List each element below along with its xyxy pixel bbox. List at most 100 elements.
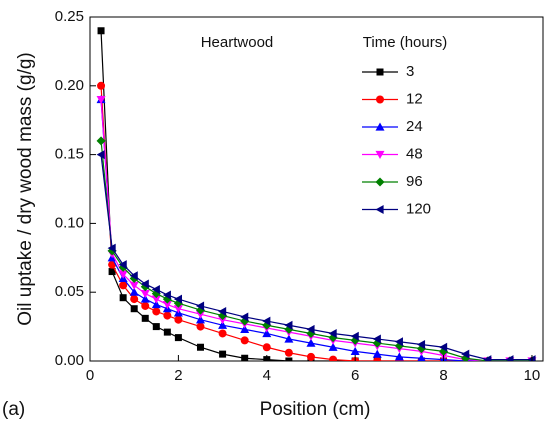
marker: [96, 150, 105, 160]
marker: [394, 337, 403, 347]
legend-title: Time (hours): [363, 34, 447, 51]
marker: [108, 268, 116, 276]
legend-label: 96: [406, 173, 423, 190]
legend-marker: [376, 68, 384, 76]
marker: [140, 294, 150, 303]
y-axis-label: Oil uptake / dry wood mass (g/g): [15, 52, 36, 326]
marker: [329, 355, 338, 361]
marker: [284, 334, 294, 343]
marker: [195, 301, 205, 311]
y-tick-label: 0.15: [55, 146, 84, 163]
marker: [461, 349, 470, 359]
marker: [241, 354, 249, 361]
marker: [96, 136, 106, 146]
marker: [129, 287, 139, 296]
marker: [140, 279, 149, 289]
marker: [174, 334, 182, 342]
marker: [119, 294, 127, 302]
marker: [151, 284, 160, 294]
x-tick-label: 0: [86, 367, 94, 384]
annotation: Heartwood: [201, 34, 274, 51]
legend-label: 120: [406, 200, 431, 217]
series-line: [100, 85, 532, 361]
y-tick-label: 0.00: [55, 352, 84, 369]
marker: [417, 353, 426, 361]
marker: [119, 281, 128, 290]
marker: [195, 315, 205, 324]
marker: [96, 95, 106, 105]
marker: [140, 289, 150, 299]
series-line: [100, 99, 532, 361]
marker: [130, 295, 139, 304]
marker: [373, 357, 382, 361]
marker: [240, 312, 249, 322]
series-line: [100, 99, 532, 361]
legend-marker: [375, 205, 384, 214]
marker: [350, 346, 360, 355]
marker: [285, 357, 293, 361]
marker: [118, 270, 128, 279]
marker: [284, 348, 293, 357]
plot-area: [96, 27, 537, 361]
marker: [163, 328, 171, 336]
marker: [439, 342, 448, 352]
marker: [240, 324, 250, 333]
marker: [218, 306, 227, 316]
y-tick-label: 0.05: [55, 283, 84, 300]
marker: [218, 329, 227, 338]
marker: [262, 328, 272, 338]
marker: [195, 310, 205, 319]
marker: [196, 322, 205, 331]
x-tick-label: 8: [439, 367, 447, 384]
marker: [118, 260, 127, 270]
marker: [141, 314, 149, 322]
marker: [350, 331, 359, 341]
marker: [218, 316, 228, 325]
marker: [328, 328, 337, 338]
y-tick-label: 0.25: [55, 8, 84, 25]
marker: [505, 355, 514, 361]
legend-marker: [376, 95, 384, 104]
marker: [152, 307, 161, 316]
x-tick-label: 10: [524, 367, 541, 384]
marker: [174, 315, 183, 324]
legend-label: 24: [406, 118, 423, 135]
marker: [284, 320, 293, 330]
marker: [306, 338, 316, 347]
x-axis-label: Position (cm): [260, 399, 371, 420]
marker: [394, 352, 404, 361]
legend-label: 3: [406, 63, 414, 80]
marker: [196, 343, 204, 351]
marker: [97, 81, 106, 90]
marker: [141, 301, 150, 310]
x-tick-label: 4: [263, 367, 271, 384]
legend-marker: [375, 122, 385, 131]
marker: [416, 339, 426, 349]
marker: [163, 311, 172, 320]
x-tick-label: 6: [351, 367, 359, 384]
marker: [152, 323, 160, 331]
marker: [240, 336, 249, 345]
legend-marker: [375, 150, 385, 159]
marker: [372, 334, 381, 344]
x-tick-label: 2: [174, 367, 182, 384]
series-line: [100, 140, 532, 361]
marker: [483, 355, 492, 361]
legend-label: 12: [406, 90, 423, 107]
panel-label: (a): [2, 399, 25, 420]
marker: [129, 281, 139, 290]
y-tick-label: 0.10: [55, 214, 84, 231]
marker: [151, 300, 161, 309]
marker: [173, 294, 182, 304]
marker: [218, 320, 228, 329]
marker: [97, 27, 105, 35]
marker: [173, 305, 183, 314]
marker: [129, 271, 138, 281]
marker: [162, 300, 172, 310]
marker: [130, 305, 138, 313]
marker: [328, 342, 338, 351]
marker: [461, 353, 471, 361]
marker: [162, 290, 171, 300]
marker: [107, 243, 116, 253]
